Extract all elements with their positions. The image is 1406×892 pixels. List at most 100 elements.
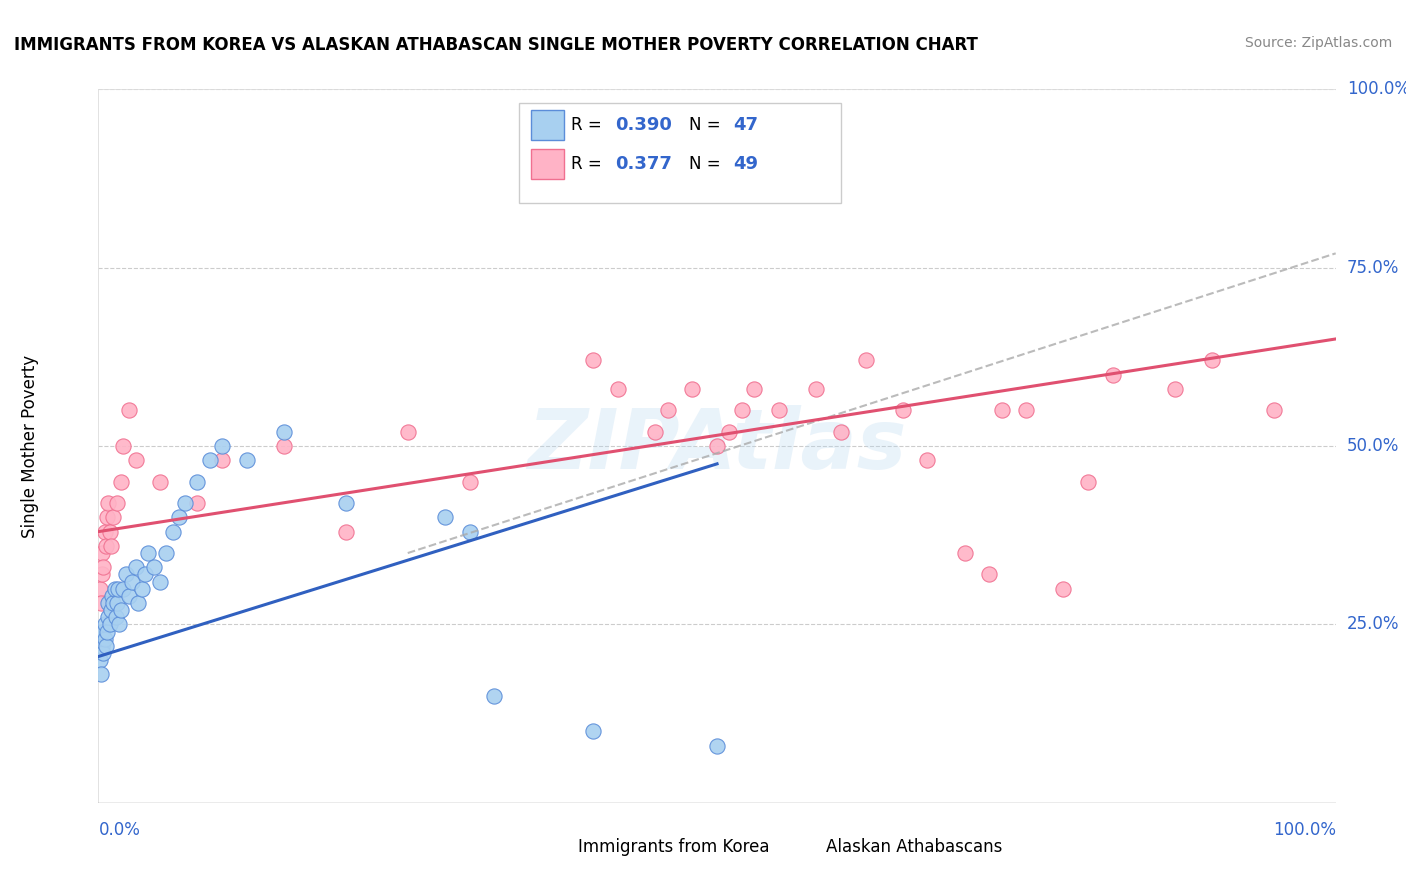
Point (94, 639, 117, 653)
Point (433, 510, 456, 524)
Point (127, 596, 149, 610)
Point (108, 617, 131, 632)
Point (112, 439, 135, 453)
Point (118, 403, 141, 417)
Point (97, 496, 120, 510)
Text: 0.0%: 0.0% (98, 821, 141, 838)
Text: 50.0%: 50.0% (1347, 437, 1399, 455)
Point (582, 724, 605, 739)
Text: N =: N = (689, 116, 725, 134)
Text: 100.0%: 100.0% (1347, 80, 1406, 98)
Point (91, 639, 114, 653)
Point (582, 353, 605, 368)
Point (891, 403, 914, 417)
Point (155, 546, 177, 560)
Text: R =: R = (571, 116, 607, 134)
Text: 25.0%: 25.0% (1347, 615, 1399, 633)
Point (97, 610, 120, 624)
Point (990, 403, 1012, 417)
Point (96, 510, 118, 524)
Point (718, 425, 741, 439)
Text: Alaskan Athabascans: Alaskan Athabascans (825, 838, 1002, 856)
Point (1077, 475, 1099, 489)
Point (1052, 582, 1074, 596)
Text: 0.390: 0.390 (616, 116, 672, 134)
Point (236, 453, 259, 467)
Point (768, 403, 790, 417)
Point (335, 524, 357, 539)
Point (100, 603, 122, 617)
Text: N =: N = (689, 155, 725, 173)
Point (100, 539, 122, 553)
Point (110, 603, 132, 617)
Point (1201, 353, 1223, 368)
Text: IMMIGRANTS FROM KOREA VS ALASKAN ATHABASCAN SINGLE MOTHER POVERTY CORRELATION CH: IMMIGRANTS FROM KOREA VS ALASKAN ATHABAS… (14, 36, 979, 54)
Point (94, 539, 117, 553)
Point (101, 589, 124, 603)
Point (96, 624, 118, 639)
Point (110, 475, 132, 489)
Point (103, 510, 125, 524)
Point (804, 382, 827, 396)
Text: R =: R = (571, 155, 607, 173)
Point (103, 582, 125, 596)
Text: Source: ZipAtlas.com: Source: ZipAtlas.com (1244, 36, 1392, 50)
FancyBboxPatch shape (531, 110, 564, 140)
Text: ZIPAtlas: ZIPAtlas (527, 406, 907, 486)
Point (103, 596, 125, 610)
Point (1164, 382, 1187, 396)
Point (143, 560, 166, 574)
Point (90, 596, 112, 610)
Point (953, 546, 976, 560)
Point (706, 739, 728, 753)
Point (149, 475, 172, 489)
Point (644, 425, 666, 439)
Point (198, 453, 221, 467)
Point (93, 524, 115, 539)
Point (1102, 368, 1125, 382)
Point (105, 496, 128, 510)
Point (681, 382, 703, 396)
Point (211, 453, 233, 467)
Point (124, 560, 146, 574)
Point (657, 403, 679, 417)
Point (93, 632, 115, 646)
Point (830, 425, 852, 439)
FancyBboxPatch shape (531, 149, 564, 179)
Point (731, 403, 754, 417)
Point (979, 567, 1001, 582)
Point (93, 617, 115, 632)
Text: 75.0%: 75.0% (1347, 259, 1399, 277)
Text: Single Mother Poverty: Single Mother Poverty (21, 354, 39, 538)
FancyBboxPatch shape (519, 103, 841, 203)
Point (131, 582, 153, 596)
Point (112, 582, 135, 596)
Point (93, 560, 115, 574)
Point (162, 524, 184, 539)
Point (104, 610, 127, 624)
Point (114, 567, 136, 582)
Point (90, 667, 112, 681)
Text: 100.0%: 100.0% (1272, 821, 1336, 838)
Point (396, 425, 419, 439)
Point (917, 453, 939, 467)
FancyBboxPatch shape (543, 839, 572, 868)
Point (91, 624, 114, 639)
Point (124, 453, 146, 467)
Point (1263, 403, 1285, 417)
Point (136, 546, 159, 560)
Point (186, 475, 208, 489)
Point (89, 582, 111, 596)
Point (458, 524, 481, 539)
Point (273, 425, 295, 439)
Text: 49: 49 (733, 155, 758, 173)
Text: 47: 47 (733, 116, 758, 134)
Point (105, 596, 128, 610)
Point (149, 574, 172, 589)
Point (706, 439, 728, 453)
Point (186, 496, 208, 510)
Point (98, 524, 121, 539)
Point (89, 653, 111, 667)
Text: 0.377: 0.377 (616, 155, 672, 173)
Point (134, 567, 156, 582)
